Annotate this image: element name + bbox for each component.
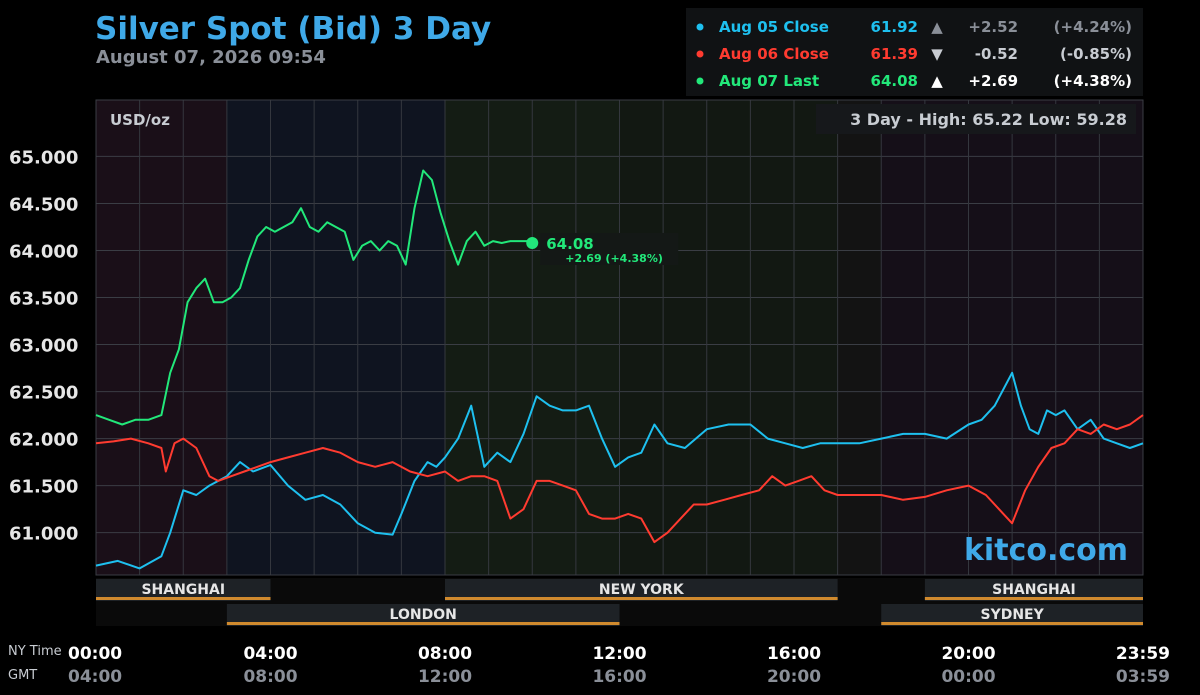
session-label: LONDON	[390, 607, 457, 623]
legend-arrow: ▼	[931, 45, 943, 63]
legend-arrow: ▲	[931, 72, 943, 90]
x-tick-gmt: 08:00	[243, 667, 297, 687]
legend-pct: (+4.38%)	[1054, 72, 1132, 90]
y-tick-label: 63.500	[9, 289, 78, 310]
session-label: SYDNEY	[980, 607, 1044, 623]
legend-value: 61.92	[871, 18, 918, 36]
chart-title: Silver Spot (Bid) 3 Day	[95, 11, 491, 47]
y-tick-label: 65.000	[9, 147, 78, 168]
x-tick-gmt: 03:59	[1116, 667, 1170, 687]
session-label: NEW YORK	[599, 582, 685, 598]
last-value-label: 64.08	[546, 235, 593, 253]
x-tick-ny: 08:00	[418, 644, 472, 664]
y-tick-label: 64.000	[9, 241, 78, 262]
session-bar	[226, 604, 620, 626]
legend-change: +2.69	[968, 72, 1018, 90]
x-tick-ny: 23:59	[1116, 644, 1170, 664]
session-label: SHANGHAI	[141, 582, 225, 598]
legend-pct: (-0.85%)	[1060, 45, 1132, 63]
legend-label: Aug 05 Close	[719, 18, 829, 36]
legend-pct: (+4.24%)	[1054, 18, 1132, 36]
y-tick-label: 64.500	[9, 194, 78, 215]
last-change-label: +2.69 (+4.38%)	[565, 252, 663, 265]
series-line	[95, 169, 533, 426]
legend: Aug 05 Close 61.92 ▲ +2.52 (+4.24%) Aug 06 Cl…	[686, 8, 1143, 96]
watermark: kitco.com	[964, 533, 1128, 568]
legend-label: Aug 06 Close	[719, 45, 829, 63]
legend-arrow: ▲	[931, 18, 943, 36]
gmt-label: GMT	[8, 668, 37, 683]
x-tick-ny: 04:00	[243, 644, 297, 664]
series-line	[95, 371, 1144, 570]
legend-bullet	[696, 50, 704, 58]
session-bar	[445, 579, 838, 601]
session-underline	[445, 597, 838, 600]
session-underline	[881, 622, 1143, 625]
range-text: 3 Day - High: 65.22 Low: 59.28	[850, 110, 1127, 129]
y-tick-label: 61.000	[9, 524, 78, 545]
session-shade	[837, 100, 882, 575]
y-tick-label: 61.500	[9, 477, 78, 498]
legend-value: 61.39	[871, 45, 918, 63]
y-axis: 61.000 61.500 62.000 62.500 63.000 63.500 64.0…	[9, 147, 78, 544]
legend-change: -0.52	[975, 45, 1018, 63]
y-tick-label: 62.500	[9, 383, 78, 404]
x-tick-gmt: 12:00	[418, 667, 472, 687]
x-axis: 00:00 04:00 04:00 08:00 08:00 12:00 12:00 16:00…	[68, 644, 1170, 687]
session-bar	[881, 604, 1143, 626]
session-underline	[924, 597, 1143, 600]
legend-bullet	[696, 23, 704, 31]
ny-time-label: NY Time	[8, 644, 62, 659]
x-tick-gmt: 20:00	[767, 667, 821, 687]
x-tick-ny: 20:00	[941, 644, 995, 664]
plot-border	[95, 99, 1144, 576]
plot-area: USD/oz 3 Day - High: 65.22 Low: 59.28 64…	[95, 99, 1144, 576]
x-tick-ny: 12:00	[592, 644, 646, 664]
series-line	[95, 414, 1144, 544]
session-underline	[226, 622, 620, 625]
y-tick-label: 63.000	[9, 336, 78, 357]
x-tick-gmt: 16:00	[592, 667, 646, 687]
session-bar	[96, 579, 271, 601]
x-tick-ny: 00:00	[68, 644, 122, 664]
unit-label: USD/oz	[110, 111, 170, 129]
legend-value: 64.08	[871, 72, 918, 90]
x-tick-gmt: 04:00	[68, 667, 122, 687]
y-tick-label: 62.000	[9, 430, 78, 451]
legend-change: +2.52	[968, 18, 1018, 36]
session-shade	[96, 100, 227, 575]
session-shade	[619, 100, 838, 575]
range-box	[816, 104, 1136, 134]
session-underline	[96, 597, 271, 600]
chart-subtitle: August 07, 2026 09:54	[96, 47, 326, 68]
legend-background	[686, 8, 1143, 96]
last-value-box	[540, 232, 679, 265]
legend-label: Aug 07 Last	[719, 72, 819, 90]
session-shade	[226, 100, 445, 575]
x-tick-gmt: 00:00	[941, 667, 995, 687]
last-value-dot	[526, 236, 539, 249]
legend-bullet	[696, 77, 704, 85]
session-bar	[924, 579, 1143, 601]
session-label: SHANGHAI	[992, 582, 1076, 598]
session-bars: SHANGHAI NEW YORK SHANGHAI LONDON SYDNEY	[96, 578, 1143, 626]
x-tick-ny: 16:00	[767, 644, 821, 664]
